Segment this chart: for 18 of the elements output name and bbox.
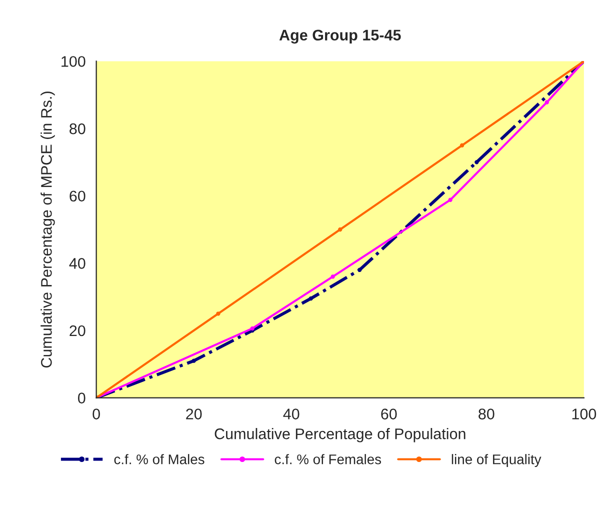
x-tick-label: 40 xyxy=(283,408,300,420)
chart-title: Age Group 15-45 xyxy=(279,30,401,44)
x-tick-label: 100 xyxy=(572,408,596,420)
x-tick-label: 60 xyxy=(381,408,397,420)
y-tick-label: 100 xyxy=(62,56,86,67)
x-tick-label: 0 xyxy=(92,408,100,420)
x-tick-label: 20 xyxy=(186,408,202,420)
y-tick-label: 60 xyxy=(70,190,86,202)
x-axis-title: Cumulative Percentage of Population xyxy=(214,428,466,442)
legend-label: line of Equality xyxy=(452,454,542,468)
y-tick-label: 80 xyxy=(70,123,86,134)
y-tick-label: 0 xyxy=(78,392,86,404)
y-tick-label: 40 xyxy=(69,258,86,269)
y-axis-title: Cumulative Percentage of MPCE (in Rs.) xyxy=(40,92,55,368)
legend-label: c.f. % of Males xyxy=(114,454,204,464)
y-tick-label: 20 xyxy=(70,325,86,336)
legend-label: c.f. % of Females xyxy=(274,454,382,464)
x-tick-label: 80 xyxy=(478,408,494,420)
